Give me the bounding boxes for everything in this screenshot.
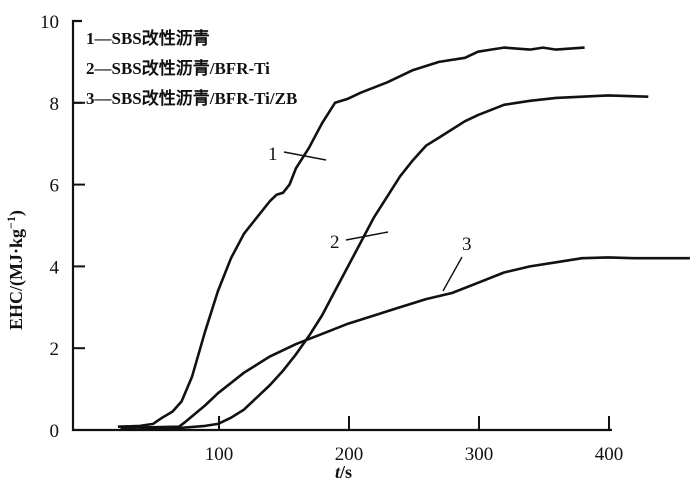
y-tick-label: 6 <box>50 176 60 197</box>
series-group <box>117 46 690 430</box>
legend-entry-2: 2—SBS改性沥青/BFR-Ti <box>86 58 270 78</box>
legend-entry-3: 3—SBS改性沥青/BFR-Ti/ZB <box>86 88 297 108</box>
series-line-2 <box>140 94 649 430</box>
annotation-label-1: 1 <box>268 144 278 165</box>
y-axis-label: EHC/(MJ·kg−1) <box>4 210 27 330</box>
y-tick-label: 0 <box>50 421 60 442</box>
annotations: 1 2 3 <box>268 144 472 292</box>
annotation-label-2: 2 <box>330 232 340 253</box>
annotation-leader-2 <box>345 231 389 241</box>
legend: 1—SBS改性沥青 2—SBS改性沥青/BFR-Ti 3—SBS改性沥青/BFR… <box>86 28 297 108</box>
annotation-label-3: 3 <box>462 234 472 255</box>
x-axis-label: t/s <box>335 462 352 482</box>
y-tick-label: 10 <box>40 12 59 33</box>
y-tick-label: 2 <box>50 339 60 360</box>
y-tick-label: 4 <box>50 257 60 278</box>
series-line-3 <box>120 256 690 430</box>
x-tick-label: 400 <box>595 444 624 465</box>
axis-lines <box>71 19 612 432</box>
y-tick-label: 8 <box>50 94 60 115</box>
series-line-1 <box>117 46 585 428</box>
annotation-leader-3 <box>442 256 463 292</box>
legend-entry-1: 1—SBS改性沥青 <box>86 28 210 48</box>
x-tick-label: 100 <box>205 444 234 465</box>
x-tick-label: 200 <box>335 444 364 465</box>
x-tick-label: 300 <box>465 444 494 465</box>
axes: 0 2 4 6 8 10 100 200 300 400 <box>40 12 623 465</box>
annotation-leader-1 <box>283 151 327 161</box>
